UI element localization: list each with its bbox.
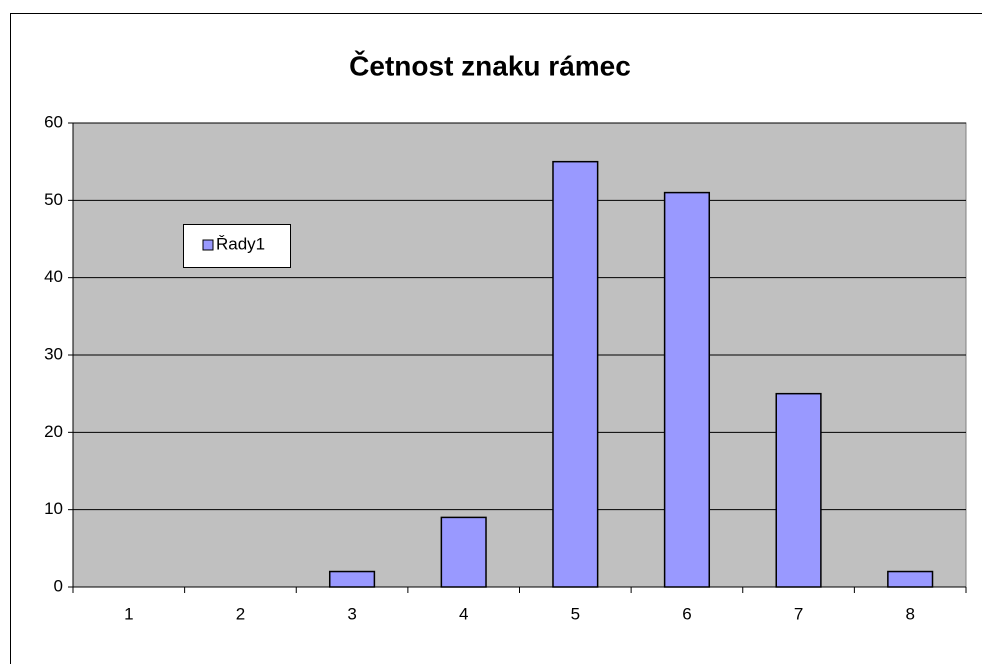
x-tick-label: 6 xyxy=(682,604,691,623)
y-tick-label: 0 xyxy=(54,576,63,595)
y-tick-label: 40 xyxy=(44,267,63,286)
chart-title: Četnost znaku rámec xyxy=(349,49,631,81)
legend-box xyxy=(183,224,291,268)
x-tick-label: 3 xyxy=(347,604,356,623)
x-tick-label: 5 xyxy=(571,604,580,623)
y-tick-label: 20 xyxy=(44,422,63,441)
bar xyxy=(328,570,376,588)
y-tick-label: 50 xyxy=(44,190,63,209)
x-tick-label: 8 xyxy=(905,604,914,623)
bar xyxy=(663,191,711,588)
bar xyxy=(887,570,934,588)
bar xyxy=(552,160,599,588)
legend-label: Řady1 xyxy=(216,234,265,253)
legend-swatch xyxy=(202,239,214,251)
y-tick-label: 10 xyxy=(44,499,63,518)
bar xyxy=(440,516,487,588)
x-tick-label: 4 xyxy=(459,604,468,623)
bar xyxy=(775,392,822,588)
x-tick-label: 7 xyxy=(794,604,803,623)
x-tick-label: 1 xyxy=(124,604,133,623)
x-tick-label: 2 xyxy=(236,604,245,623)
y-tick-label: 30 xyxy=(44,344,63,363)
y-tick-label: 60 xyxy=(44,112,63,131)
